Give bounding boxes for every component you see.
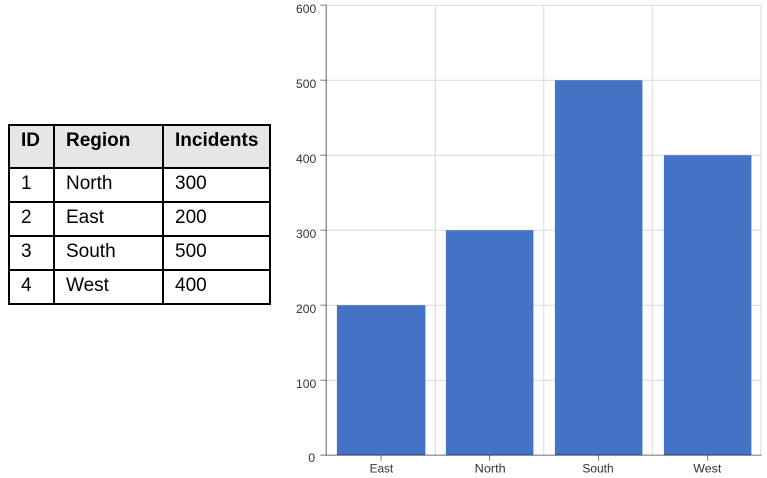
svg-text:600: 600: [296, 2, 316, 16]
svg-text:200: 200: [296, 302, 316, 316]
svg-text:100: 100: [296, 377, 316, 391]
svg-text:East: East: [370, 462, 394, 476]
svg-text:500: 500: [296, 77, 316, 91]
svg-text:0: 0: [308, 451, 315, 465]
svg-text:300: 300: [296, 227, 316, 241]
svg-text:South: South: [582, 462, 613, 476]
svg-text:North: North: [475, 462, 506, 476]
svg-text:400: 400: [296, 152, 316, 166]
svg-text:West: West: [693, 462, 722, 476]
